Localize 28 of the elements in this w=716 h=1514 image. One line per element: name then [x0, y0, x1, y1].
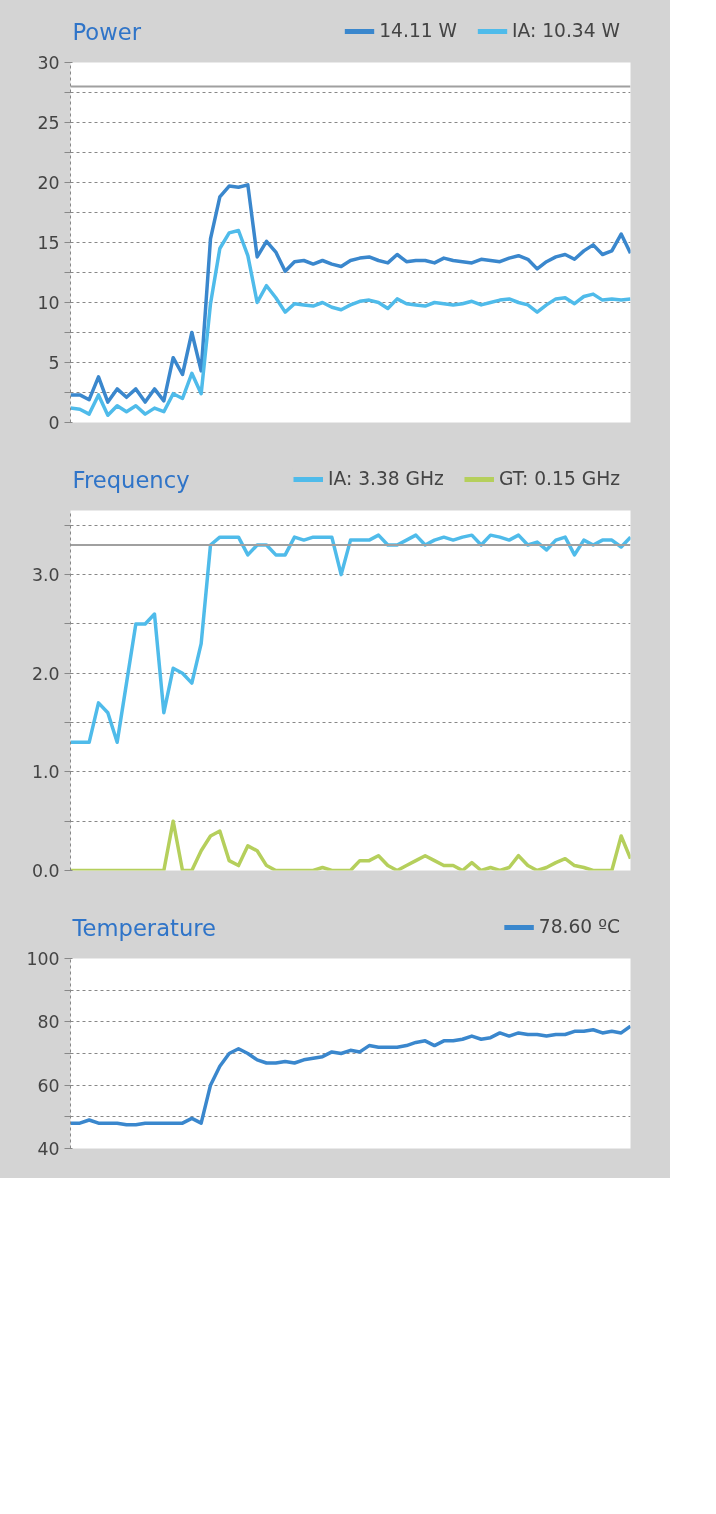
chart-title: Frequency: [72, 466, 190, 493]
legend-label: 78.60 ºC: [538, 916, 620, 937]
y-tick-label: 0.0: [31, 861, 60, 881]
line-series: [70, 819, 631, 871]
chart-title: Temperature: [71, 914, 217, 941]
y-tick-label: 100: [26, 949, 60, 969]
y-tick-label: 40: [37, 1139, 60, 1159]
legend-label: 14.11 W: [379, 20, 458, 41]
line-series: [70, 183, 631, 404]
legend-label: GT: 0.15 GHz: [498, 468, 620, 489]
y-tick-label: 10: [37, 293, 60, 313]
legend-label: IA: 10.34 W: [512, 20, 620, 41]
y-tick-label: 3.0: [31, 565, 60, 586]
y-tick-label: 15: [37, 233, 60, 253]
line-series: [70, 1024, 631, 1127]
y-tick-label: 30: [37, 53, 60, 73]
y-tick-label: 25: [37, 113, 60, 133]
chart-title: Power: [72, 18, 142, 45]
y-tick-label: 0: [48, 413, 60, 433]
y-tick-label: 5: [48, 353, 60, 373]
line-series: [70, 533, 631, 745]
y-tick-label: 2.0: [31, 663, 60, 684]
line-series: [70, 228, 631, 418]
y-tick-label: 1.0: [31, 762, 60, 783]
legend-label: IA: 3.38 GHz: [327, 468, 444, 489]
y-tick-label: 60: [37, 1075, 60, 1096]
y-tick-label: 80: [37, 1012, 60, 1033]
y-tick-label: 20: [37, 173, 60, 193]
